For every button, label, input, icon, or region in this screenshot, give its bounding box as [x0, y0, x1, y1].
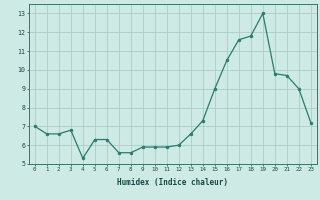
X-axis label: Humidex (Indice chaleur): Humidex (Indice chaleur): [117, 178, 228, 187]
